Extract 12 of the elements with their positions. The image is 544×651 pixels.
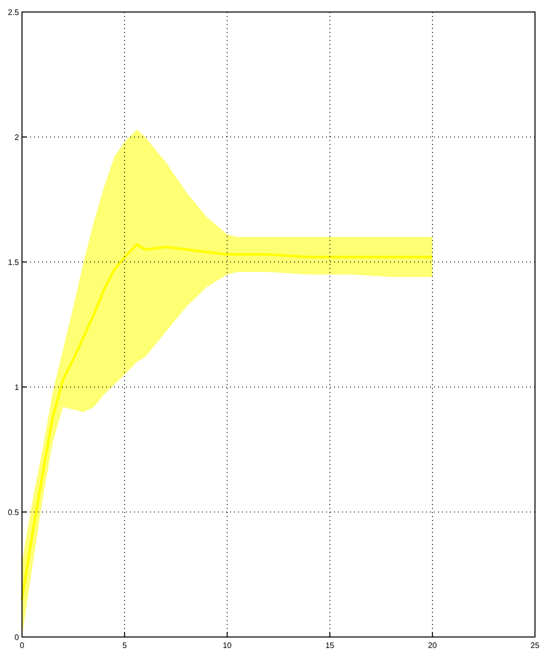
x-tick-label: 20 (428, 641, 438, 650)
x-tick-label: 5 (122, 641, 128, 650)
x-tick-label: 15 (325, 641, 335, 650)
y-tick-label: 1.5 (8, 258, 20, 267)
y-tick-label: 0.5 (8, 508, 20, 517)
y-tick-label: 0 (14, 633, 20, 642)
x-tick-label: 10 (222, 641, 232, 650)
y-tick-label: 2.5 (8, 8, 20, 17)
line-series (20, 243, 434, 601)
x-tick-label: 25 (530, 641, 540, 650)
y-tick-label: 2 (14, 133, 20, 142)
y-tick-label: 1 (14, 383, 20, 392)
